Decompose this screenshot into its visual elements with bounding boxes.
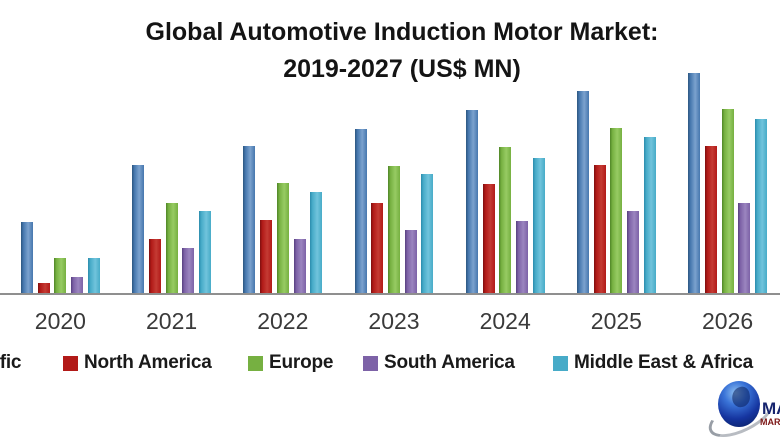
- x-axis-label-2026: 2026: [702, 308, 754, 334]
- legend-swatch-south-america: [363, 355, 378, 371]
- globe-icon: [718, 381, 760, 427]
- bar-europe-2021: [165, 203, 178, 294]
- legend-swatch-middle-east-africa: [553, 355, 568, 371]
- bar-south-america-2020: [71, 277, 84, 294]
- bar-north-america-2021: [148, 239, 161, 294]
- bar-north-america-2023: [371, 203, 384, 294]
- bar-south-america-2025: [627, 211, 640, 294]
- bar-middle-east-africa-2023: [421, 174, 434, 294]
- x-axis-label-2022: 2022: [257, 308, 309, 334]
- logo-text-line1: MA: [762, 399, 780, 418]
- legend-label-north-america: North America: [84, 352, 212, 373]
- bar-south-america-2026: [738, 203, 751, 294]
- logo-maximize-market-research: MA MAR: [702, 380, 780, 440]
- bar-asia-pacific-2026: [688, 73, 701, 294]
- chart-title-line2: 2019-2027 (US$ MN): [283, 55, 521, 83]
- bar-asia-pacific-2025: [577, 91, 589, 294]
- globe-landmass-icon: [730, 385, 752, 409]
- bar-middle-east-africa-2025: [643, 137, 656, 294]
- bar-north-america-2022: [260, 220, 273, 294]
- chart-title: Global Automotive Induction Motor Market…: [0, 14, 780, 88]
- legend-label-asia-pacific: Asia Pacific: [0, 352, 22, 373]
- bar-north-america-2020: [37, 283, 50, 294]
- x-axis-line: [0, 293, 780, 295]
- bar-asia-pacific-2020: [21, 222, 33, 294]
- bar-europe-2025: [610, 128, 623, 294]
- bar-south-america-2024: [515, 221, 528, 294]
- logo-text-line2: MAR: [760, 417, 780, 427]
- bar-south-america-2021: [182, 248, 195, 294]
- legend-label-south-america: South America: [384, 352, 515, 373]
- bar-south-america-2023: [404, 230, 417, 294]
- legend-item-south-america: South America: [363, 352, 515, 374]
- x-axis-label-2021: 2021: [146, 308, 198, 334]
- legend-item-europe: Europe: [248, 352, 333, 374]
- bar-middle-east-africa-2020: [87, 258, 100, 294]
- x-axis-label-2024: 2024: [479, 308, 531, 334]
- bar-europe-2020: [54, 258, 67, 294]
- bar-south-america-2022: [293, 239, 306, 294]
- legend-item-north-america: North America: [63, 352, 212, 374]
- legend-swatch-north-america: [63, 355, 78, 371]
- bar-asia-pacific-2021: [132, 165, 145, 294]
- bar-asia-pacific-2023: [354, 129, 367, 294]
- bar-middle-east-africa-2021: [199, 211, 211, 294]
- x-axis-label-2020: 2020: [34, 308, 86, 334]
- legend-swatch-europe: [248, 355, 263, 371]
- bar-europe-2023: [388, 166, 400, 294]
- bar-middle-east-africa-2022: [310, 192, 323, 294]
- legend-label-europe: Europe: [269, 352, 334, 373]
- bar-north-america-2026: [704, 146, 717, 294]
- bar-asia-pacific-2022: [243, 146, 256, 294]
- legend-item-middle-east-africa: Middle East & Africa: [553, 352, 753, 374]
- x-axis-label-2025: 2025: [590, 308, 642, 334]
- bar-middle-east-africa-2024: [532, 158, 545, 294]
- bar-north-america-2024: [482, 184, 495, 294]
- bar-north-america-2025: [593, 165, 606, 294]
- legend-item-asia-pacific: Asia Pacific: [0, 352, 21, 374]
- chart-title-line1: Global Automotive Induction Motor Market…: [145, 18, 659, 46]
- bar-europe-2024: [499, 147, 512, 294]
- bar-europe-2022: [276, 183, 289, 294]
- bar-europe-2026: [721, 109, 734, 294]
- legend-label-middle-east-africa: Middle East & Africa: [574, 352, 754, 373]
- bar-middle-east-africa-2026: [755, 119, 767, 294]
- bar-asia-pacific-2024: [465, 110, 478, 294]
- x-axis-label-2023: 2023: [368, 308, 420, 334]
